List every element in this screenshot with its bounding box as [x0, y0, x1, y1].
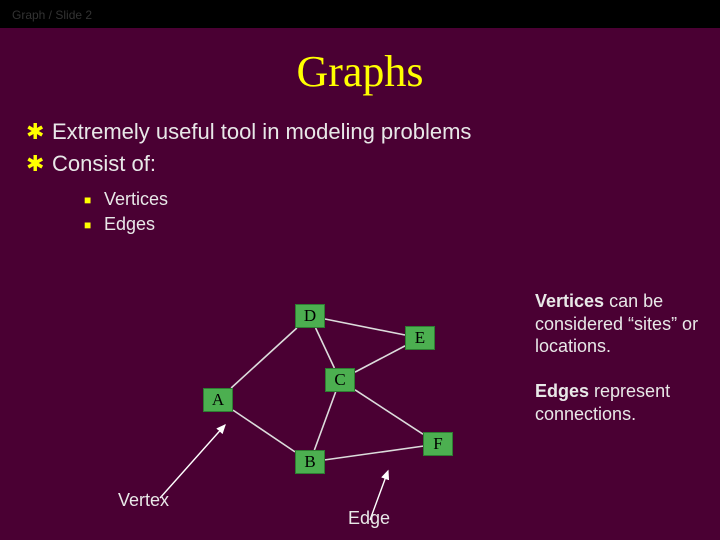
graph-edge	[231, 328, 297, 388]
bullet-text: Vertices	[104, 189, 168, 209]
bullet-marker-star: ✱	[26, 151, 52, 177]
bullet-level2: ■Edges	[84, 214, 720, 235]
bullet-level1: ✱Extremely useful tool in modeling probl…	[26, 119, 720, 145]
graph-svg	[0, 28, 720, 540]
vertex-label: Vertex	[118, 490, 169, 511]
sub-bullet-block: ■Vertices ■Edges	[84, 189, 720, 235]
slide-header: Graph / Slide 2	[12, 8, 92, 22]
graph-node-A: A	[203, 388, 233, 412]
annotation-vertices: Vertices can be considered “sites” or lo…	[535, 290, 705, 358]
slide-title: Graphs	[0, 46, 720, 97]
bullet-marker-square: ■	[84, 218, 104, 232]
bullet-text: Extremely useful tool in modeling proble…	[52, 119, 471, 144]
bullet-text: Consist of:	[52, 151, 156, 176]
graph-node-E: E	[405, 326, 435, 350]
annotation-edges: Edges represent connections.	[535, 380, 705, 425]
graph-edge	[233, 410, 295, 452]
pointer-arrow	[160, 425, 225, 498]
graph-edge	[355, 346, 405, 372]
slide-body: Graphs ✱Extremely useful tool in modelin…	[0, 28, 720, 540]
annotation-bold: Vertices	[535, 291, 604, 311]
graph-edge	[316, 328, 335, 368]
bullet-marker-star: ✱	[26, 119, 52, 145]
bullet-marker-square: ■	[84, 193, 104, 207]
bullet-block: ✱Extremely useful tool in modeling probl…	[26, 119, 720, 235]
graph-node-F: F	[423, 432, 453, 456]
annotation-bold: Edges	[535, 381, 589, 401]
graph-edge	[325, 319, 405, 335]
graph-node-B: B	[295, 450, 325, 474]
bullet-level1: ✱Consist of:	[26, 151, 720, 177]
graph-node-D: D	[295, 304, 325, 328]
edge-label: Edge	[348, 508, 390, 529]
graph-node-C: C	[325, 368, 355, 392]
graph-edge	[314, 392, 335, 450]
bullet-text: Edges	[104, 214, 155, 234]
graph-edge	[355, 390, 423, 434]
bullet-level2: ■Vertices	[84, 189, 720, 210]
graph-edge	[325, 446, 423, 460]
